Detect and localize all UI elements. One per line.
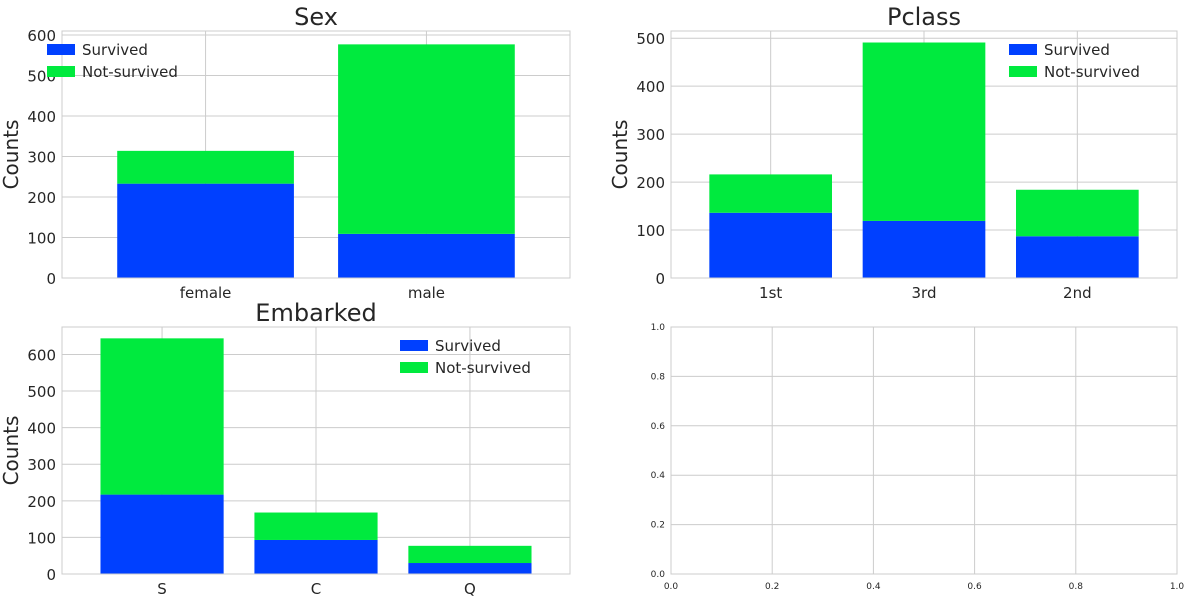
legend-label: Not-survived: [82, 63, 178, 81]
x-tick-label: C: [311, 580, 321, 598]
y-tick-label: 400: [27, 108, 56, 126]
axes-frame: [670, 326, 1178, 575]
bar-not-survived-1st: [709, 174, 832, 213]
y-tick-label: 0: [46, 270, 56, 288]
chart-title: Pclass: [887, 3, 961, 31]
legend: Survived Not-survived: [400, 337, 531, 377]
y-tick-label: 300: [27, 149, 56, 167]
y-tick-label: 0.0: [651, 570, 666, 580]
legend-swatch-survived: [400, 340, 428, 351]
y-tick-label: 100: [636, 222, 665, 240]
y-tick-label: 1.0: [651, 323, 666, 333]
x-tick-label: 3rd: [912, 284, 937, 302]
bar-not-survived-c: [254, 512, 378, 540]
y-tick-label: 400: [27, 420, 56, 438]
y-tick-label: 400: [636, 78, 665, 96]
y-tick-label: 200: [27, 493, 56, 511]
y-tick-label: 0: [655, 270, 665, 288]
bar-survived-male: [338, 233, 515, 278]
legend-label: Not-survived: [435, 359, 531, 377]
legend-swatch-survived: [47, 44, 75, 55]
axes-frame: [61, 30, 571, 279]
chart-title: Embarked: [255, 299, 376, 327]
x-tick-label: 0.6: [967, 582, 982, 592]
subplot-2: 0 100 200 300 400 500 1st 3rd 2nd Pclass Counts Sur…: [608, 3, 1178, 302]
legend-swatch-not-survived: [47, 66, 75, 77]
bar-not-survived-2nd: [1016, 189, 1139, 237]
axes-frame: [61, 326, 571, 575]
subplot-4: 0.0 0.2 0.4 0.6 0.8 1.0 0.0 0.2 0.4 0.6 0.8 1.0: [651, 323, 1185, 592]
legend: Survived Not-survived: [47, 41, 178, 81]
x-tick-label: male: [408, 284, 445, 302]
legend-swatch-survived: [1009, 44, 1037, 55]
legend-swatch-not-survived: [1009, 66, 1037, 77]
bar-not-survived-male: [338, 44, 515, 234]
x-tick-label: female: [180, 284, 232, 302]
legend-label: Not-survived: [1044, 63, 1140, 81]
y-tick-label: 0.4: [651, 471, 666, 481]
y-tick-label: 0: [46, 566, 56, 584]
bar-not-survived-female: [117, 150, 294, 184]
x-tick-label: Q: [464, 580, 476, 598]
axes-frame: [670, 30, 1178, 279]
legend: Survived Not-survived: [1009, 41, 1140, 81]
bar-survived-female: [117, 183, 294, 278]
bar-not-survived-q: [408, 545, 532, 564]
x-tick-label: 0.0: [664, 582, 679, 592]
y-tick-label: 600: [27, 346, 56, 364]
legend-swatch-not-survived: [400, 362, 428, 373]
bar-survived-1st: [709, 212, 832, 278]
y-tick-label: 0.8: [651, 372, 666, 382]
chart-title: Sex: [294, 3, 338, 31]
y-tick-label: 300: [636, 126, 665, 144]
y-tick-label: 0.2: [651, 521, 665, 531]
y-tick-label: 200: [636, 174, 665, 192]
bar-survived-2nd: [1016, 236, 1139, 278]
x-tick-label: S: [157, 580, 167, 598]
bar-not-survived-3rd: [862, 42, 986, 221]
y-tick-label: 500: [636, 30, 665, 48]
x-tick-label: 0.4: [866, 582, 881, 592]
x-tick-label: 1.0: [1170, 582, 1185, 592]
y-tick-label: 300: [27, 456, 56, 474]
y-axis-label: Counts: [0, 416, 23, 486]
bar-survived-q: [408, 563, 532, 574]
legend-label: Survived: [1044, 41, 1110, 59]
y-axis-label: Counts: [608, 120, 632, 190]
x-tick-label: 2nd: [1063, 284, 1092, 302]
legend-label: Survived: [82, 41, 148, 59]
bar-survived-c: [254, 539, 378, 574]
y-tick-label: 600: [27, 27, 56, 45]
x-tick-label: 0.2: [765, 582, 779, 592]
y-tick-label: 100: [27, 529, 56, 547]
y-axis-label: Counts: [0, 120, 23, 190]
legend-label: Survived: [435, 337, 501, 355]
x-tick-label: 1st: [759, 284, 782, 302]
subplot-3: 0 100 200 300 400 500 600 S C Q Embarked Counts Surv…: [0, 299, 571, 598]
bar-not-survived-s: [100, 338, 224, 495]
x-tick-label: 0.8: [1069, 582, 1084, 592]
y-tick-label: 200: [27, 189, 56, 207]
y-tick-label: 0.6: [651, 422, 666, 432]
y-tick-label: 100: [27, 230, 56, 248]
bar-survived-s: [100, 494, 224, 574]
y-tick-label: 500: [27, 383, 56, 401]
bar-survived-3rd: [862, 220, 986, 278]
